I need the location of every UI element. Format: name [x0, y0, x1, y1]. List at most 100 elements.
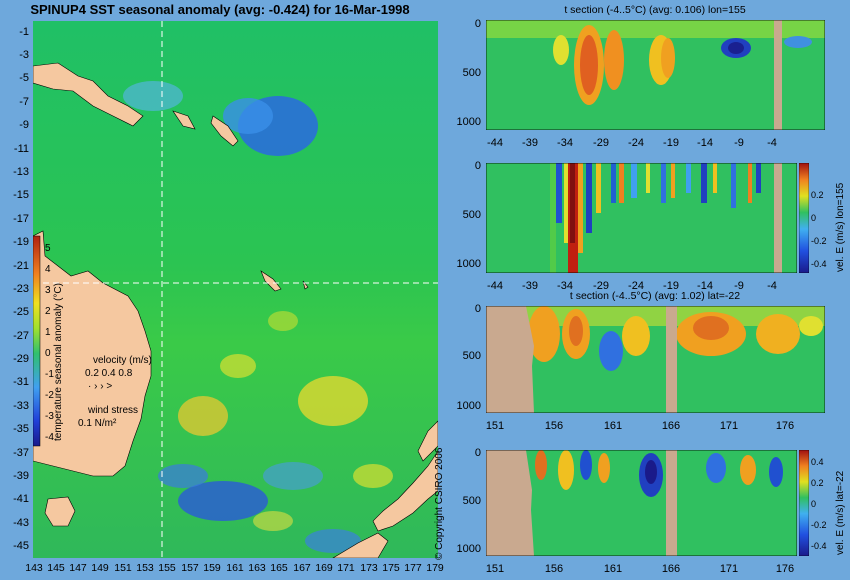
p4-x: 166 — [661, 563, 681, 575]
lat-tick: -33 — [13, 400, 29, 412]
p2-x: -39 — [522, 280, 538, 292]
lat-tick: -19 — [13, 236, 29, 248]
p4-x: 156 — [544, 563, 564, 575]
lon-tick: 157 — [181, 562, 199, 574]
lat-tick: -9 — [19, 119, 29, 131]
lat-tick: -13 — [13, 166, 29, 178]
p2-x: -24 — [628, 280, 644, 292]
lon-tick: 175 — [382, 562, 400, 574]
land-masses — [33, 62, 438, 558]
p1-x: -19 — [663, 137, 679, 149]
p4-x: 176 — [775, 563, 795, 575]
p3-x: 171 — [719, 420, 739, 432]
p2-x: -4 — [767, 280, 777, 292]
lon-tick: 143 — [25, 562, 43, 574]
p4-cb: -0.2 — [811, 520, 827, 530]
lat-tick: -15 — [13, 189, 29, 201]
p2-y: 500 — [462, 209, 481, 221]
cb-tick-3: 3 — [45, 285, 51, 296]
p2-cb: -0.4 — [811, 259, 827, 269]
lon-tick: 167 — [293, 562, 311, 574]
wind-scale: 0.1 N/m² — [78, 418, 117, 429]
panel3-bathy-west — [486, 306, 534, 413]
cb-tick-0: 0 — [45, 348, 51, 359]
panel1-section[interactable] — [486, 20, 825, 130]
lon-tick: 171 — [337, 562, 355, 574]
lat-tick: -3 — [19, 49, 29, 61]
p3-x: 161 — [603, 420, 623, 432]
velocity-arrows-icon: · › › > — [88, 381, 112, 392]
p1-x: -29 — [593, 137, 609, 149]
lat-tick: -5 — [19, 72, 29, 84]
cb-tick-2: 2 — [45, 306, 51, 317]
p4-x: 151 — [485, 563, 505, 575]
p2-x: -9 — [734, 280, 744, 292]
lat-tick: -23 — [13, 283, 29, 295]
p1-x: -9 — [734, 137, 744, 149]
panel1-title: t section (-4..5°C) (avg: 0.106) lon=155 — [564, 4, 746, 16]
p4-y: 1000 — [456, 543, 481, 555]
lat-tick: -39 — [13, 470, 29, 482]
p2-cb: -0.2 — [811, 236, 827, 246]
p1-y: 0 — [474, 18, 481, 30]
anomaly-field — [123, 81, 393, 553]
panel1-bathy — [774, 20, 782, 130]
velocity-scale: 0.2 0.4 0.8 — [85, 368, 133, 379]
lon-tick: 161 — [226, 562, 244, 574]
lat-tick: -11 — [13, 143, 29, 155]
p4-y: 500 — [462, 495, 481, 507]
lon-tick: 159 — [203, 562, 221, 574]
panel4-bathy-west — [486, 450, 534, 556]
cb-tick-m1: -1 — [45, 369, 54, 380]
p3-x: 151 — [485, 420, 505, 432]
lon-tick: 155 — [158, 562, 176, 574]
lon-tick: 173 — [360, 562, 378, 574]
lat-tick: -21 — [13, 260, 29, 272]
panel2-colorbar-label: vel. E (m/s) lon=155 — [835, 182, 846, 272]
lat-tick: -41 — [13, 493, 29, 505]
p4-x: 161 — [603, 563, 623, 575]
lat-tick: -25 — [13, 306, 29, 318]
lon-tick: 153 — [136, 562, 154, 574]
wind-label: wind stress — [87, 405, 138, 416]
panel4-section[interactable] — [486, 450, 797, 556]
lon-tick: 165 — [270, 562, 288, 574]
p1-y: 1000 — [456, 116, 481, 128]
cb-tick-4: 4 — [45, 264, 51, 275]
lon-tick: 177 — [404, 562, 422, 574]
p3-x: 176 — [775, 420, 795, 432]
p4-y: 0 — [474, 447, 481, 459]
lon-tick: 169 — [315, 562, 333, 574]
p4-cb: 0.4 — [811, 457, 824, 467]
lat-tick: -27 — [13, 330, 29, 342]
p2-cb: 0 — [811, 213, 817, 223]
panel3-title: t section (-4..5°C) (avg: 1.02) lat=-22 — [569, 290, 741, 302]
lat-tick: -43 — [13, 517, 29, 529]
cb-tick-m3: -3 — [45, 411, 54, 422]
p1-x: -39 — [522, 137, 538, 149]
copyright: © Copyright CSIRO 2006 — [434, 447, 445, 560]
velocity-label: velocity (m/s) — [93, 355, 152, 366]
panel2-section[interactable] — [486, 163, 797, 273]
cb-tick-m2: -2 — [45, 390, 54, 401]
sst-map[interactable]: 5 4 3 2 1 0 -1 -2 -3 -4 temperature seas… — [33, 21, 438, 558]
lon-tick: 149 — [91, 562, 109, 574]
cb-tick-5: 5 — [45, 243, 51, 254]
lon-tick: 147 — [69, 562, 87, 574]
p4-cb: 0.2 — [811, 478, 824, 488]
colorbar-label: temperature seasonal anomaly (°C) — [53, 283, 64, 441]
lat-tick: -45 — [13, 540, 29, 552]
lat-tick: -35 — [13, 423, 29, 435]
p1-x: -34 — [557, 137, 573, 149]
p2-y: 1000 — [456, 258, 481, 270]
p3-x: 156 — [544, 420, 564, 432]
p1-x: -14 — [697, 137, 713, 149]
panel4-colorbar — [799, 450, 809, 556]
p2-y: 0 — [474, 160, 481, 172]
lat-tick: -37 — [13, 447, 29, 459]
panel3-section[interactable] — [486, 306, 825, 413]
p1-x: -4 — [767, 137, 777, 149]
lon-tick: 151 — [114, 562, 132, 574]
p3-y: 500 — [462, 350, 481, 362]
p2-x: -29 — [593, 280, 609, 292]
